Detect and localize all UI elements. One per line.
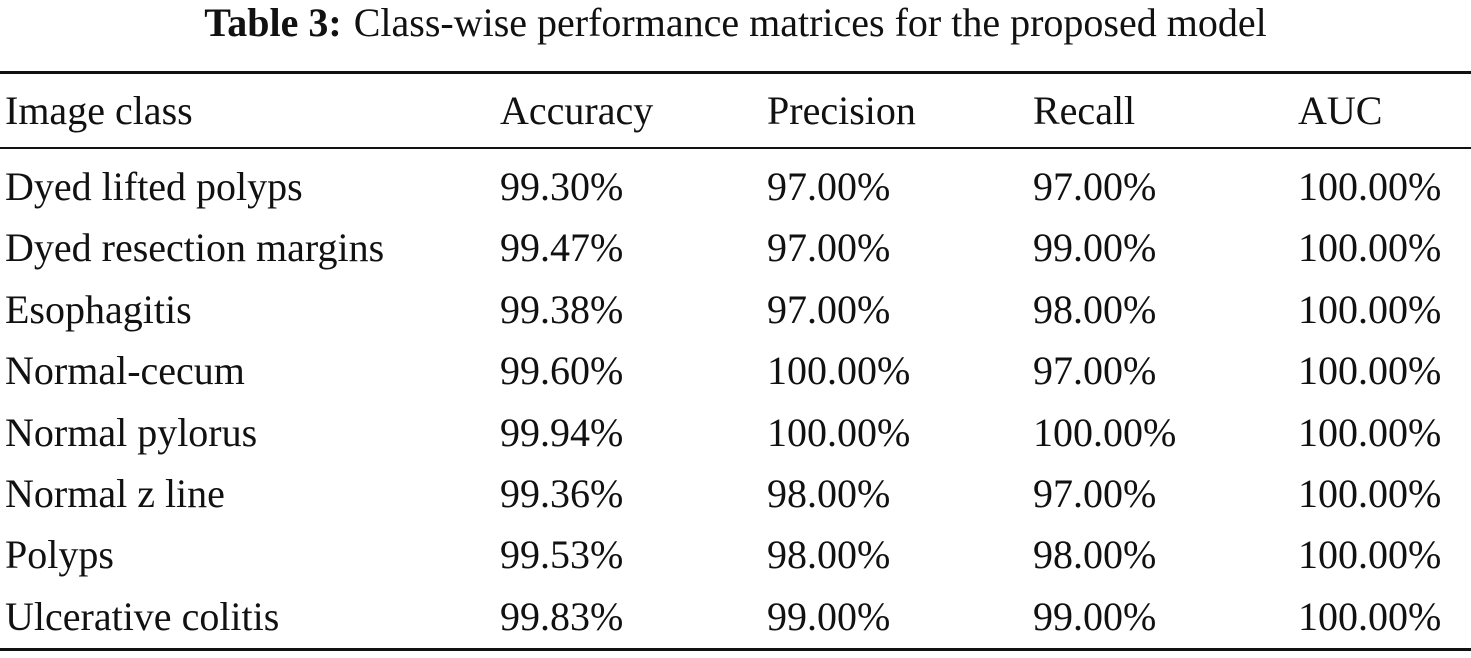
value-cell: 100.00% [1298, 532, 1442, 578]
value-cell: 99.00% [1033, 225, 1157, 271]
row-label: Normal-cecum [5, 348, 245, 394]
value-cell: 99.83% [500, 593, 624, 639]
value-cell: 97.00% [767, 286, 891, 332]
value-cell: 100.00% [1298, 164, 1442, 209]
value-cell: 100.00% [1298, 225, 1442, 271]
value-cell: 97.00% [767, 225, 891, 271]
row-label: Normal pylorus [5, 409, 258, 455]
header-cell: Accuracy [500, 88, 654, 133]
mid-rule [0, 147, 1471, 149]
row-label: Dyed lifted polyps [5, 164, 303, 209]
row-label: Esophagitis [5, 286, 192, 332]
header-cell: Image class [5, 88, 193, 133]
value-cell: 99.47% [500, 225, 624, 271]
row-label: Polyps [5, 532, 114, 578]
value-cell: 100.00% [1298, 471, 1442, 516]
row-label: Ulcerative colitis [5, 593, 280, 639]
top-rule [0, 71, 1471, 74]
value-cell: 99.00% [1033, 593, 1157, 639]
caption-label: Table 3: [204, 0, 342, 45]
value-cell: 97.00% [1033, 471, 1157, 516]
value-cell: 98.00% [767, 532, 891, 578]
value-cell: 99.60% [500, 348, 624, 394]
value-cell: 100.00% [1298, 286, 1442, 332]
value-cell: 100.00% [1033, 409, 1177, 455]
value-cell: 99.94% [500, 409, 624, 455]
bottom-rule [0, 648, 1471, 651]
value-cell: 99.53% [500, 532, 624, 578]
header-cell: Precision [767, 88, 916, 133]
value-cell: 100.00% [1298, 409, 1442, 455]
value-cell: 98.00% [767, 471, 891, 516]
value-cell: 100.00% [767, 348, 911, 394]
value-cell: 100.00% [767, 409, 911, 455]
caption-text: Class-wise performance matrices for the … [353, 0, 1267, 45]
table-caption: Table 3: Class-wise performance matrices … [0, 0, 1471, 46]
value-cell: 97.00% [1033, 164, 1157, 209]
value-cell: 97.00% [767, 164, 891, 209]
header-cell: AUC [1298, 88, 1383, 133]
header-cell: Recall [1033, 88, 1136, 133]
value-cell: 97.00% [1033, 348, 1157, 394]
value-cell: 100.00% [1298, 348, 1442, 394]
row-label: Dyed resection margins [5, 225, 385, 271]
value-cell: 99.38% [500, 286, 624, 332]
value-cell: 98.00% [1033, 532, 1157, 578]
value-cell: 99.36% [500, 471, 624, 516]
value-cell: 98.00% [1033, 286, 1157, 332]
value-cell: 99.30% [500, 164, 624, 209]
row-label: Normal z line [5, 471, 225, 516]
value-cell: 100.00% [1298, 593, 1442, 639]
value-cell: 99.00% [767, 593, 891, 639]
